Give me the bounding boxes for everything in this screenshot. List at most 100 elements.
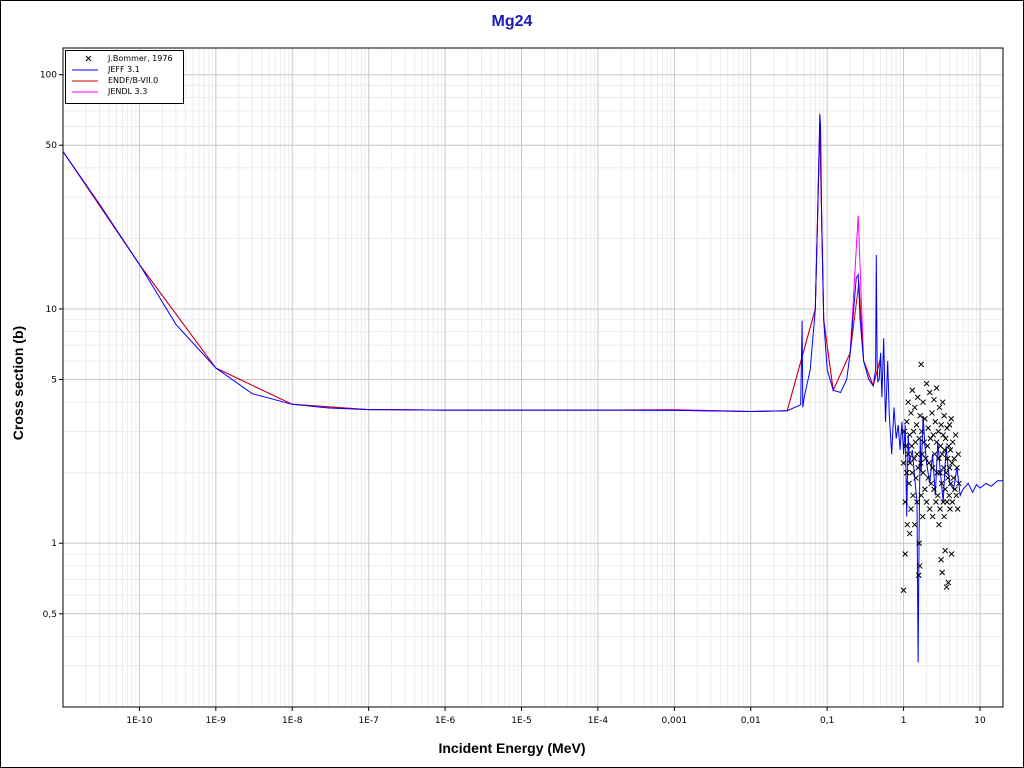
data-point-bommer xyxy=(902,499,909,505)
x-tick-label: 1E-8 xyxy=(282,716,303,726)
y-tick-label: 1 xyxy=(51,539,57,549)
data-point-bommer xyxy=(926,506,933,512)
data-point-bommer xyxy=(940,432,947,438)
legend-item-bommer: J.Bommer, 1976 xyxy=(66,54,181,64)
data-point-bommer xyxy=(916,540,923,547)
data-point-bommer xyxy=(929,410,935,416)
data-point-bommer xyxy=(901,428,908,435)
data-point-bommer xyxy=(913,475,919,481)
data-point-bommer xyxy=(918,428,925,435)
legend-label: JEFF 3.1 xyxy=(108,65,140,74)
data-point-bommer xyxy=(939,399,946,406)
data-point-bommer xyxy=(911,404,918,411)
data-point-bommer xyxy=(918,361,925,368)
data-point-bommer xyxy=(956,480,962,487)
data-point-bommer xyxy=(915,572,922,579)
data-point-bommer xyxy=(934,492,941,499)
data-point-bommer xyxy=(906,530,913,537)
x-tick-label: 1E-5 xyxy=(511,716,531,726)
data-point-bommer xyxy=(928,480,935,487)
plot-background xyxy=(63,48,1003,707)
data-point-bommer xyxy=(941,412,948,419)
data-point-bommer xyxy=(931,451,938,458)
legend-label: J.Bommer, 1976 xyxy=(108,54,173,63)
line-swatch-icon xyxy=(72,69,98,71)
data-point-bommer xyxy=(931,396,937,403)
data-point-bommer xyxy=(938,422,944,428)
legend-item-endf: ENDF/B-VII.0 xyxy=(66,76,181,86)
data-point-bommer xyxy=(942,547,949,554)
data-point-bommer xyxy=(917,412,924,419)
data-point-bommer xyxy=(910,428,917,435)
legend-item-jendl: JENDL 3.3 xyxy=(66,87,181,97)
plot-border xyxy=(62,47,1004,708)
data-point-bommer xyxy=(951,455,958,462)
x-tick-label: 1E-10 xyxy=(126,716,152,726)
data-point-bommer xyxy=(936,404,943,411)
data-point-bommer xyxy=(929,464,936,471)
data-point-bommer xyxy=(919,513,926,520)
data-point-bommer xyxy=(919,451,926,458)
data-point-bommer xyxy=(911,521,918,528)
data-point-bommer xyxy=(920,469,926,476)
data-point-bommer xyxy=(933,499,939,505)
line-swatch-icon xyxy=(72,80,98,82)
data-point-bommer xyxy=(938,556,944,563)
data-point-bommer xyxy=(940,464,947,471)
data-point-bommer xyxy=(946,464,953,471)
data-point-bommer xyxy=(945,475,951,481)
data-point-bommer xyxy=(908,410,914,416)
data-point-bommer xyxy=(954,506,961,512)
data-point-bommer xyxy=(903,418,910,425)
data-point-bommer xyxy=(902,443,909,449)
data-point-bommer xyxy=(911,455,918,462)
y-tick-label: 100 xyxy=(40,71,57,81)
x-tick-label: 0,01 xyxy=(741,716,761,726)
data-point-bommer xyxy=(939,569,946,576)
x-tick-label: 1E-6 xyxy=(435,716,456,726)
data-point-bommer xyxy=(900,460,907,466)
data-point-bommer xyxy=(942,435,949,442)
data-point-bommer xyxy=(946,422,953,428)
data-point-bommer xyxy=(953,492,960,499)
x-axis-label: Incident Energy (MeV) xyxy=(438,740,586,756)
data-point-bommer xyxy=(916,435,923,442)
data-point-bommer xyxy=(943,469,949,476)
data-point-bommer xyxy=(941,513,948,520)
data-point-bommer xyxy=(952,486,958,493)
data-point-bommer xyxy=(905,399,912,406)
series-line-jeff-3-1 xyxy=(63,113,1003,663)
x-tick-label: 1E-9 xyxy=(206,716,227,726)
y-tick-label: 5 xyxy=(51,375,57,385)
data-point-bommer xyxy=(923,380,930,387)
data-point-bommer xyxy=(939,451,946,458)
legend-label: ENDF/B-VII.0 xyxy=(108,76,159,85)
data-point-bommer xyxy=(920,399,926,406)
data-point-bommer xyxy=(907,460,914,466)
x-tick-label: 1 xyxy=(901,716,907,726)
data-point-bommer xyxy=(918,492,925,499)
data-point-bommer xyxy=(913,422,920,428)
data-point-bommer xyxy=(926,460,932,466)
data-point-bommer xyxy=(955,451,962,458)
data-point-bommer xyxy=(938,480,945,487)
legend: J.Bommer, 1976 JEFF 3.1 ENDF/B-VII.0 JEN… xyxy=(65,50,184,104)
data-point-bommer xyxy=(937,506,943,512)
data-point-bommer xyxy=(926,389,933,396)
legend-label: JENDL 3.3 xyxy=(108,87,148,96)
data-point-bommer xyxy=(949,499,956,505)
data-point-bommer xyxy=(910,492,916,499)
legend-item-jeff: JEFF 3.1 xyxy=(66,65,181,75)
data-point-bommer xyxy=(946,492,953,499)
data-point-bommer xyxy=(908,506,914,512)
chart-title: Mg24 xyxy=(491,13,533,30)
data-point-bommer xyxy=(904,521,911,528)
data-point-bommer xyxy=(944,499,950,505)
data-point-bommer xyxy=(917,460,924,466)
data-point-bommer xyxy=(922,415,928,422)
y-tick-label: 50 xyxy=(46,141,58,151)
x-tick-label: 10 xyxy=(974,716,986,726)
data-point-bommer xyxy=(948,415,955,422)
data-point-bommer xyxy=(929,513,936,520)
